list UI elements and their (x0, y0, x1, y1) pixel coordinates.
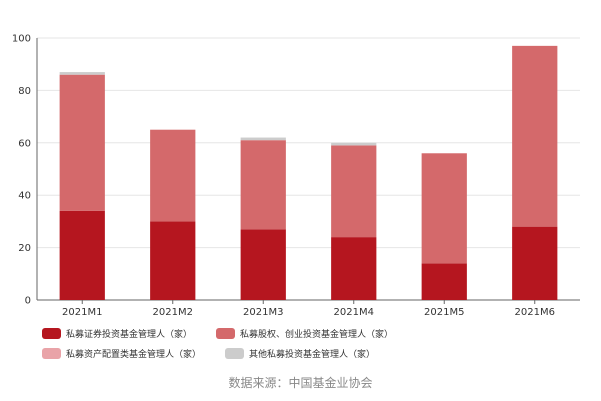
x-tick-label: 2021M3 (243, 307, 283, 318)
bar-segment (59, 210, 105, 300)
bar-segment (150, 221, 196, 300)
bar-segment (421, 153, 467, 264)
x-tick-label: 2021M4 (334, 307, 374, 318)
bar-segment (331, 237, 377, 300)
legend-item[interactable]: 私募资产配置类基金管理人（家） (42, 346, 201, 360)
bar-segment (331, 142, 377, 146)
x-tick-label: 2021M1 (62, 307, 102, 318)
legend-label: 私募资产配置类基金管理人（家） (66, 349, 202, 360)
bar-segment (59, 74, 105, 211)
legend-label: 私募股权、创业投资基金管理人（家） (240, 329, 394, 340)
legend-label: 私募证券投资基金管理人（家） (66, 329, 193, 340)
y-tick-label: 100 (12, 34, 31, 45)
bar-segment (150, 129, 196, 222)
chart-area: 0 20 40 60 80 100 2021M1 2021M2 2021M3 2021M4 2021… (12, 34, 580, 318)
bar-segment (512, 226, 558, 300)
y-tick-label: 0 (25, 296, 31, 307)
y-tick-label: 40 (18, 191, 31, 202)
bar-segment (240, 140, 286, 230)
bar-segment (59, 72, 105, 75)
legend-swatch (225, 347, 245, 359)
y-tick-label: 80 (18, 86, 31, 97)
legend-item[interactable]: 其他私募投资基金管理人（家） (225, 346, 375, 360)
legend-label: 其他私募投资基金管理人（家） (249, 349, 376, 360)
bar-segment (512, 45, 558, 227)
source-note: 数据来源：中国基金业协会 (228, 376, 373, 390)
chart-legend: 私募证券投资基金管理人（家） 私募股权、创业投资基金管理人（家） 私募资产配置类基金… (42, 326, 582, 360)
legend-swatch (42, 327, 61, 339)
legend-swatch (42, 347, 61, 359)
x-tick-label: 2021M5 (424, 307, 464, 318)
bar-segment (240, 229, 286, 300)
legend-item[interactable]: 私募证券投资基金管理人（家） (42, 326, 192, 340)
x-tick-label: 2021M2 (153, 307, 193, 318)
x-tick-label: 2021M6 (515, 307, 555, 318)
y-tick-label: 20 (18, 243, 31, 254)
legend-swatch (216, 327, 236, 339)
bar-segment (240, 137, 286, 141)
legend-item[interactable]: 私募股权、创业投资基金管理人（家） (216, 326, 393, 340)
bar-segment (421, 263, 467, 300)
y-tick-label: 60 (18, 138, 31, 149)
bar-segment (331, 145, 377, 238)
